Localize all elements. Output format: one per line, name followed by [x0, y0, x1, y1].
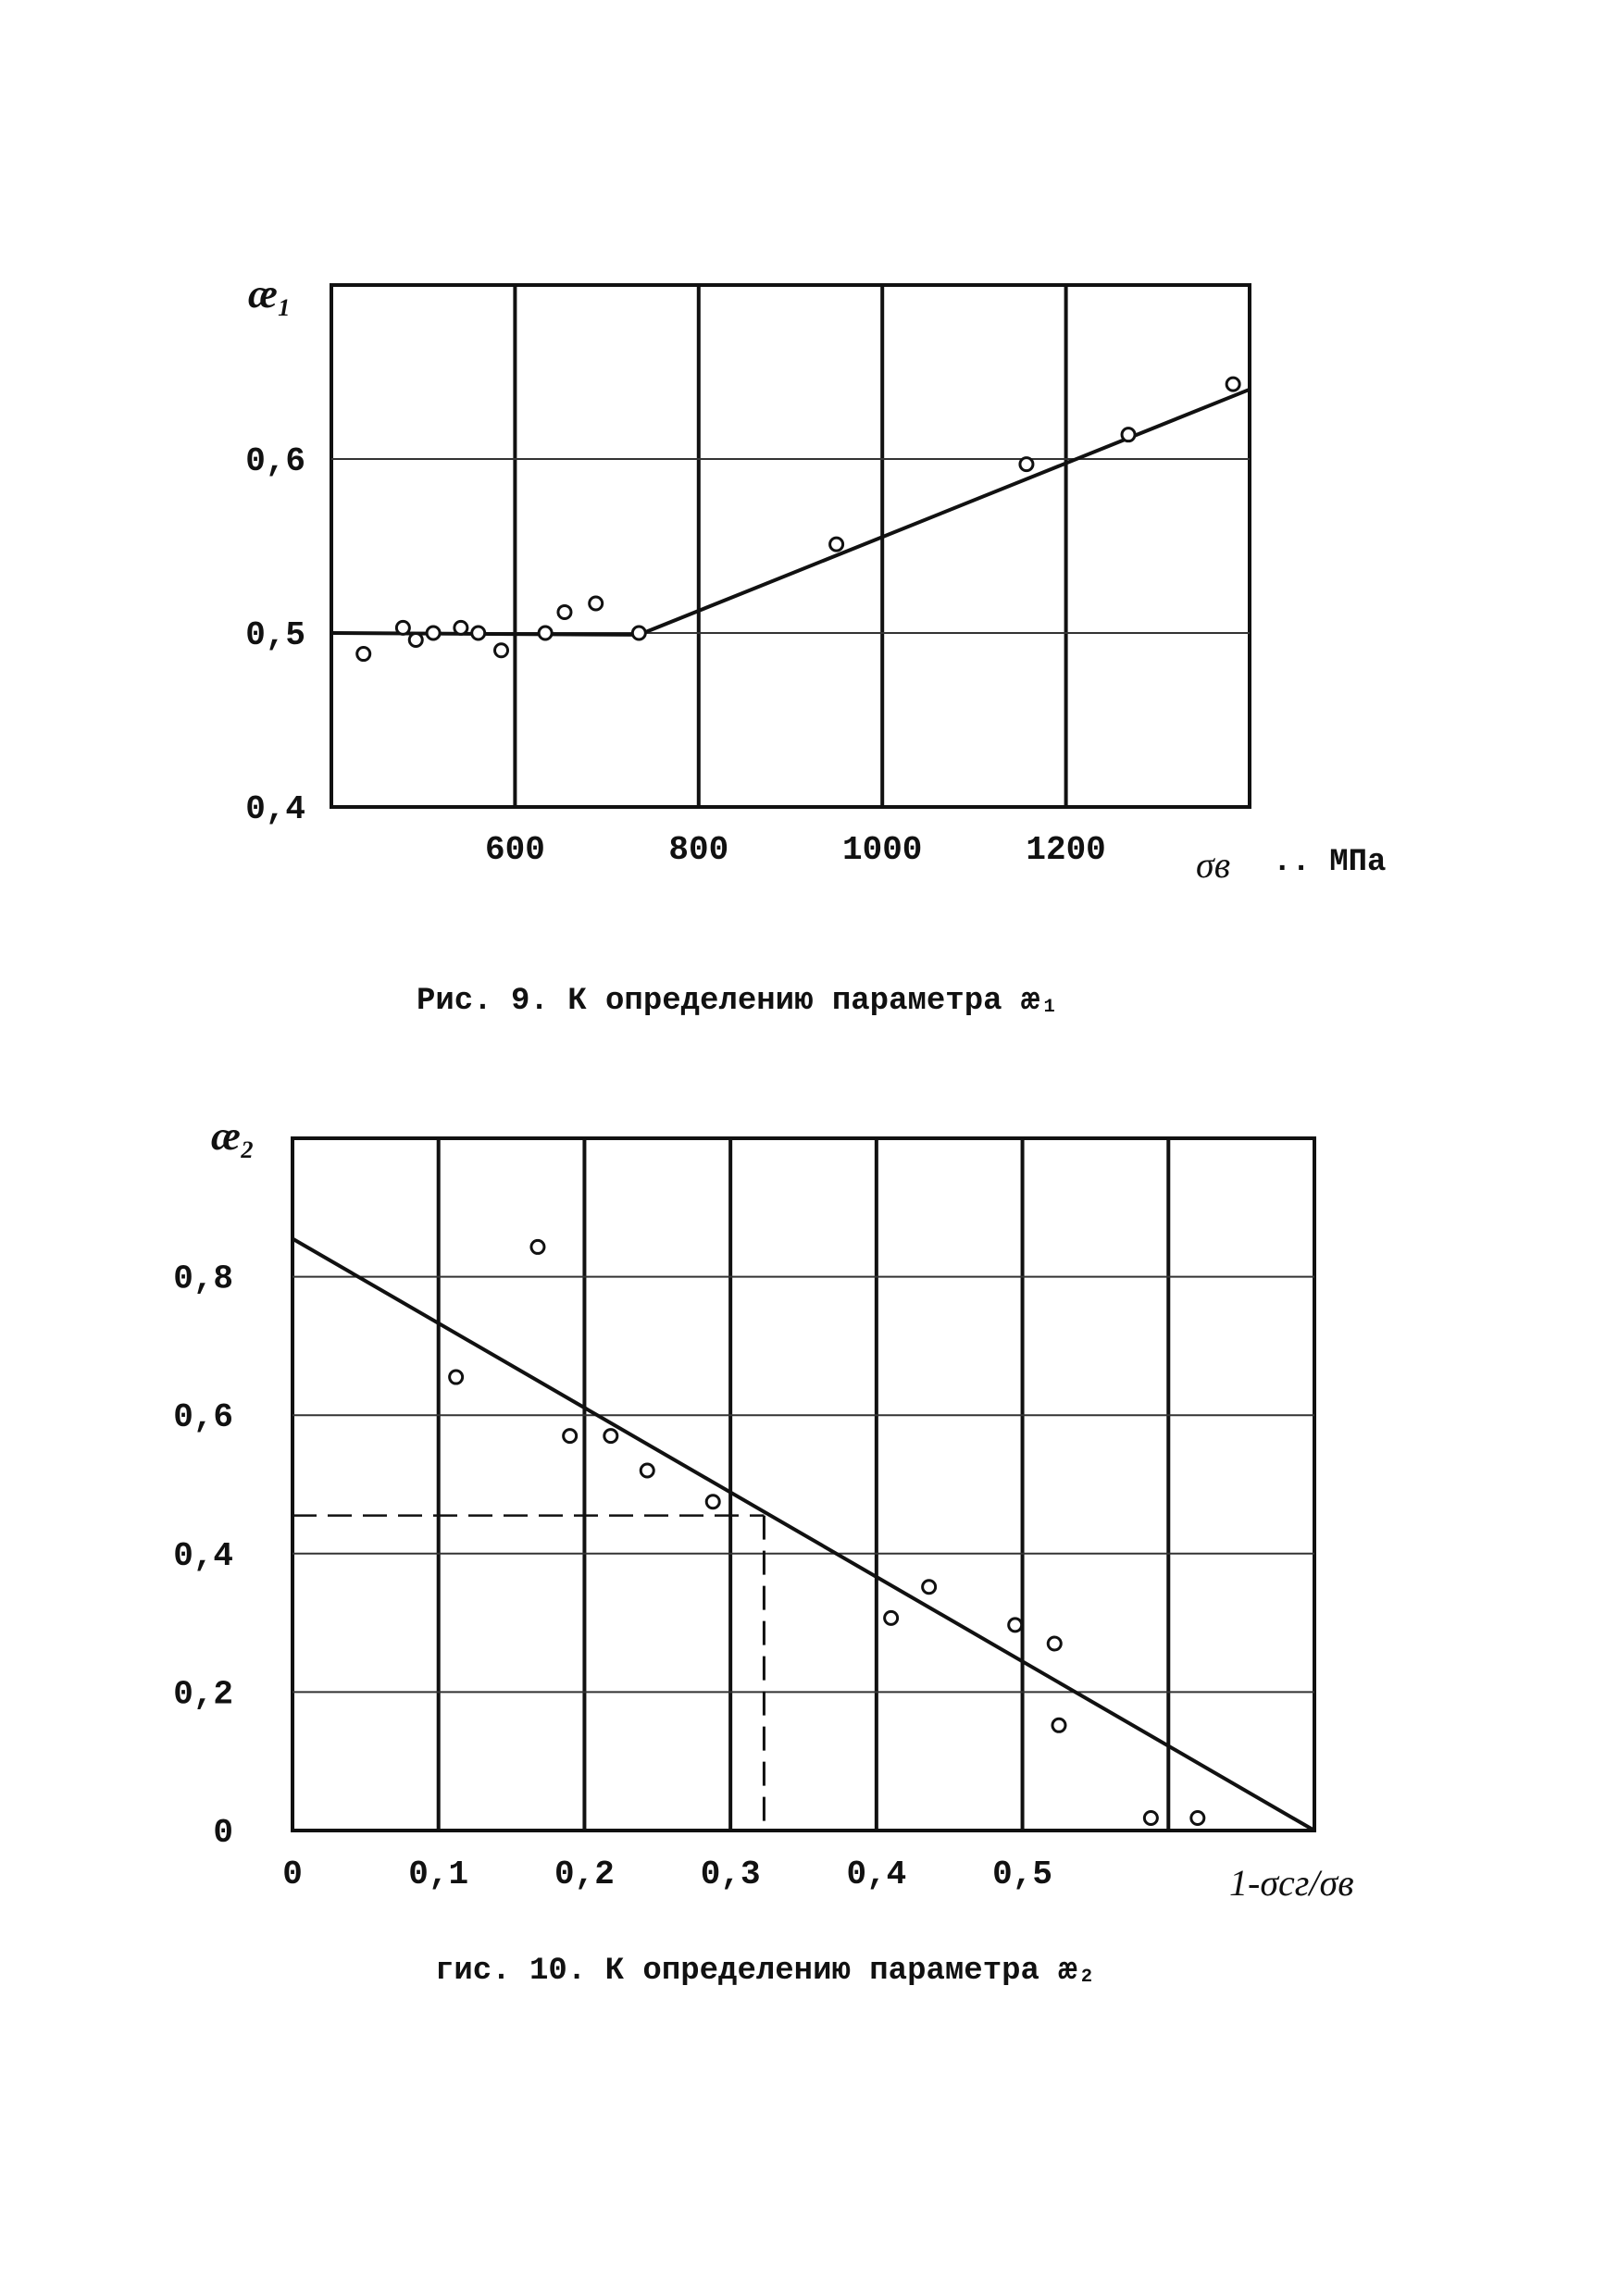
data-point — [562, 1428, 579, 1445]
data-point — [921, 1579, 938, 1595]
y-tick-label: 0,2 — [173, 1675, 233, 1713]
data-point — [1046, 1635, 1063, 1652]
y-tick-label: 0,8 — [173, 1260, 233, 1298]
data-point — [588, 595, 604, 612]
data-point — [828, 536, 845, 552]
x-tick-label: 0,5 — [992, 1855, 1052, 1893]
x-tick-label: 0 — [282, 1855, 303, 1893]
x-tick-label: 0,4 — [846, 1855, 906, 1893]
data-point — [425, 625, 442, 641]
x-axis-unit: .. МПа — [1273, 845, 1386, 880]
y-tick-label: 0 — [213, 1814, 233, 1852]
fit-line — [291, 1236, 1316, 1832]
data-point — [448, 1369, 465, 1385]
x-tick-label: 1200 — [1026, 831, 1105, 869]
data-point — [1120, 427, 1137, 443]
data-point — [1018, 456, 1035, 473]
chart-kappa2: 0 0,1 0,2 0,3 0,4 0,5 0 0,2 0,4 0,6 0,8 æ₂ 1-σсг/σ… — [173, 1113, 1354, 1989]
y-tick-label: 0,5 — [245, 616, 305, 654]
data-point — [493, 642, 510, 659]
data-point — [394, 619, 411, 636]
data-point — [1051, 1717, 1067, 1733]
data-point — [355, 646, 372, 663]
data-point — [470, 625, 487, 641]
x-axis-label: σв — [1196, 844, 1230, 886]
y-tick-label: 0,6 — [173, 1398, 233, 1436]
plot-frame — [330, 283, 1251, 809]
data-point — [537, 625, 554, 641]
x-tick-label: 0,1 — [408, 1855, 468, 1893]
x-tick-label: 0,3 — [701, 1855, 761, 1893]
figure-caption: гис. 10. К определению параметра æ₂ — [435, 1954, 1096, 1989]
data-point — [603, 1428, 619, 1445]
data-point — [1007, 1617, 1024, 1633]
plot-frame — [291, 1136, 1316, 1832]
y-axis-label: æ₁ — [248, 271, 292, 316]
chart-kappa1: 600 800 1000 1200 0,4 0,5 0,6 æ₁ σв .. МПа Рис… — [245, 271, 1386, 1019]
y-tick-label: 0,4 — [173, 1537, 233, 1575]
data-point — [529, 1238, 546, 1255]
data-point — [453, 619, 469, 636]
data-point — [407, 632, 424, 649]
y-axis-label: æ₂ — [211, 1113, 255, 1159]
data-point — [883, 1609, 900, 1626]
data-point — [630, 625, 647, 641]
y-tick-label: 0,6 — [245, 442, 305, 480]
data-point — [556, 603, 573, 620]
fit-line — [330, 387, 1251, 637]
x-tick-label: 1000 — [842, 831, 922, 869]
data-point — [1189, 1810, 1206, 1827]
x-tick-label: 800 — [668, 831, 728, 869]
data-point — [1142, 1810, 1159, 1827]
figure-caption: Рис. 9. К определению параметра æ₁ — [417, 984, 1059, 1019]
data-point — [1225, 376, 1241, 392]
data-point — [639, 1462, 655, 1479]
y-tick-label: 0,4 — [245, 790, 305, 828]
x-tick-label: 600 — [485, 831, 545, 869]
x-tick-label: 0,2 — [554, 1855, 615, 1893]
x-axis-label: 1-σсг/σв — [1229, 1862, 1354, 1904]
data-point — [704, 1494, 721, 1510]
